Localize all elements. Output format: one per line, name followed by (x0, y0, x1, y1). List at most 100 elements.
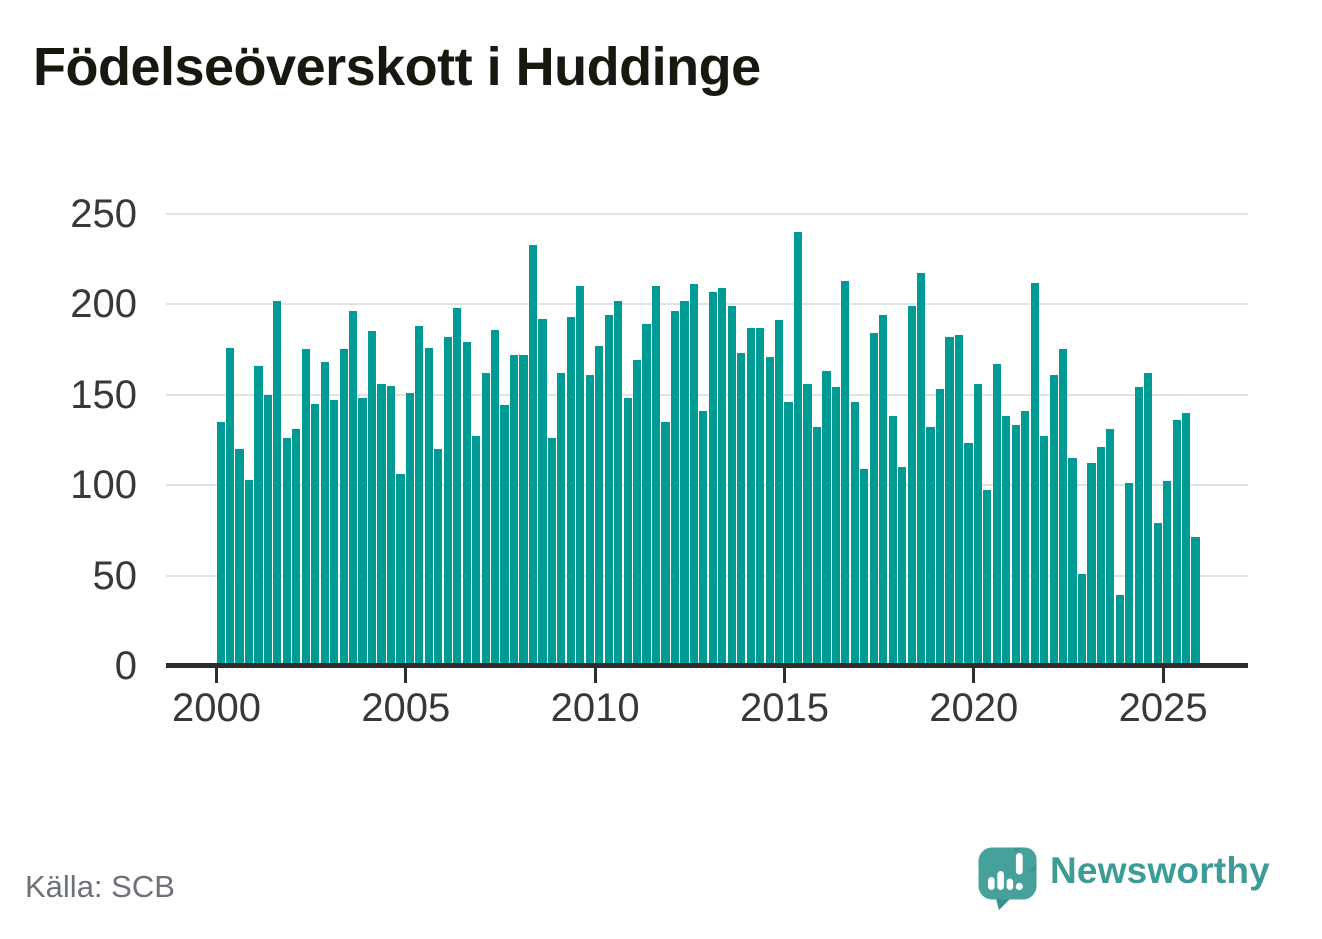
bar-2022-q1 (1049, 374, 1058, 664)
x-tick-label-2005: 2005 (361, 686, 451, 730)
bar-2012-q3 (689, 284, 698, 664)
bar-2001-q3 (273, 300, 282, 664)
bar-2004-q4 (396, 474, 405, 664)
plot-area: 2000 2005 2010 2015 2020 2025 (166, 213, 1248, 730)
bar-2002-q1 (292, 428, 301, 664)
bar-2019-q4 (964, 443, 973, 664)
bar-2021-q3 (1030, 282, 1039, 664)
bar-2006-q2 (453, 307, 462, 664)
bar-2003-q4 (358, 398, 367, 664)
bar-2003-q3 (349, 311, 358, 664)
bar-2017-q4 (888, 416, 897, 664)
bar-2010-q4 (623, 398, 632, 664)
bar-2000-q3 (235, 448, 244, 664)
bar-2000-q4 (244, 479, 254, 664)
bar-2006-q4 (472, 436, 481, 664)
bar-2000-q1 (216, 421, 225, 664)
bar-2001-q2 (263, 394, 273, 664)
x-axis-line (166, 663, 1248, 668)
bar-2025-q4 (1191, 537, 1200, 664)
bar-2009-q2 (566, 316, 575, 664)
bar-2005-q1 (405, 392, 414, 664)
x-tick-label-2025: 2025 (1118, 686, 1208, 730)
bar-2013-q4 (737, 353, 746, 664)
bar-2002-q3 (311, 403, 320, 664)
bar-2023-q1 (1087, 463, 1096, 664)
bar-2009-q4 (585, 374, 594, 664)
bar-2012-q2 (680, 300, 689, 664)
bar-2009-q1 (557, 372, 566, 664)
bar-2005-q3 (424, 347, 433, 664)
bar-2008-q3 (538, 318, 547, 664)
x-axis-tick-2000 (215, 668, 218, 683)
x-axis-tick-2025 (1161, 668, 1165, 683)
bar-2002-q2 (301, 349, 310, 664)
bar-2012-q4 (699, 410, 708, 664)
bar-2011-q3 (651, 286, 661, 664)
bar-2015-q4 (812, 427, 822, 664)
gridline-y-150 (166, 393, 1248, 396)
source-attribution: Källa: SCB (25, 869, 175, 904)
bar-2017-q2 (869, 333, 878, 664)
y-tick-label-250: 250 (70, 192, 137, 236)
bar-2005-q2 (415, 325, 424, 664)
bar-2021-q1 (1011, 425, 1020, 664)
bar-2016-q1 (822, 371, 831, 664)
bar-2013-q2 (718, 287, 727, 664)
bar-2014-q1 (746, 327, 755, 664)
bar-2000-q2 (225, 347, 235, 664)
newsworthy-wordmark: Newsworthy (1050, 850, 1270, 891)
bar-2023-q3 (1106, 428, 1115, 664)
gridline-y-250 (166, 213, 1248, 215)
bar-2010-q3 (614, 300, 623, 664)
bar-2024-q2 (1134, 387, 1143, 664)
bar-2015-q1 (784, 401, 793, 664)
bar-2020-q4 (1002, 416, 1011, 664)
bar-2015-q3 (803, 383, 812, 664)
bar-2016-q4 (850, 401, 859, 664)
bar-2024-q1 (1125, 483, 1134, 664)
bar-2017-q1 (860, 468, 869, 664)
y-tick-label-200: 200 (70, 282, 137, 327)
bar-2014-q2 (756, 327, 765, 664)
bar-2007-q4 (509, 354, 519, 664)
bar-2018-q1 (898, 466, 907, 664)
bar-2007-q1 (481, 372, 490, 664)
bar-2013-q3 (727, 306, 736, 664)
y-tick-label-0: 0 (114, 644, 137, 688)
bar-2025-q3 (1182, 412, 1191, 664)
bar-2004-q3 (386, 385, 396, 664)
y-tick-label-50: 50 (92, 553, 138, 598)
bar-2016-q2 (831, 387, 840, 664)
bar-2008-q1 (519, 354, 528, 664)
bar-2007-q3 (500, 405, 509, 664)
bar-2019-q1 (935, 389, 945, 664)
bar-2003-q1 (330, 400, 339, 664)
bar-2019-q3 (954, 334, 964, 664)
y-tick-label-100: 100 (70, 463, 137, 508)
bar-2011-q2 (642, 324, 651, 664)
bar-2020-q1 (973, 383, 982, 664)
x-tick-label-2020: 2020 (929, 686, 1019, 730)
newsworthy-logo-icon (978, 847, 1037, 910)
bar-2008-q4 (547, 438, 556, 664)
bar-2025-q2 (1172, 419, 1181, 664)
bar-2013-q1 (708, 291, 717, 664)
bar-2012-q1 (670, 311, 680, 664)
x-axis-tick-2015 (782, 668, 786, 683)
bar-2020-q3 (992, 363, 1001, 664)
bar-2017-q3 (879, 315, 888, 664)
bar-2022-q4 (1077, 573, 1087, 664)
gridline-y-200 (166, 303, 1248, 306)
x-tick-label-2015: 2015 (739, 686, 829, 730)
bar-2010-q1 (595, 345, 604, 664)
newsworthy-logo: Newsworthy (978, 847, 1270, 913)
bar-2022-q3 (1068, 457, 1077, 664)
bar-2022-q2 (1058, 349, 1068, 664)
x-axis-tick-2020 (972, 668, 976, 683)
bar-2023-q4 (1115, 595, 1124, 664)
bar-2018-q3 (916, 273, 926, 664)
bar-2011-q1 (633, 360, 642, 664)
bar-2006-q1 (443, 336, 452, 664)
bar-2011-q4 (661, 421, 670, 664)
